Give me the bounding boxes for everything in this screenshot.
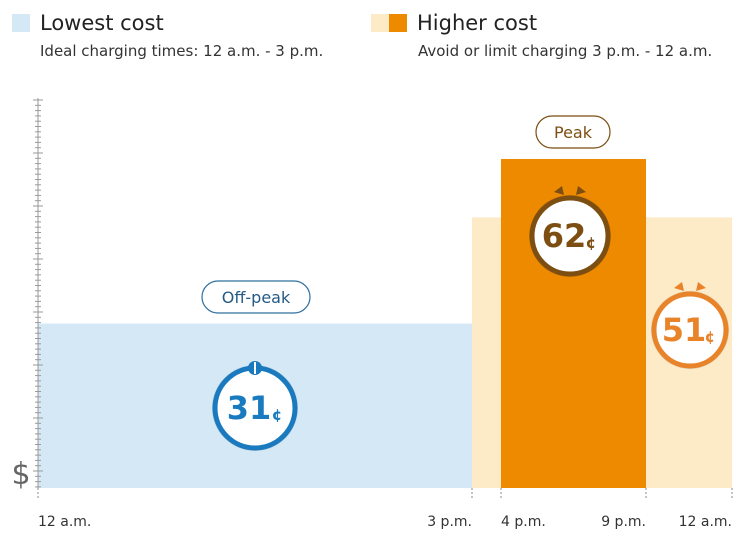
x-tick-label: 12 a.m.	[679, 514, 732, 530]
pill-off-peak-label: Off-peak	[222, 288, 291, 307]
pill-peak	[535, 115, 611, 149]
badge-night-unit: ¢	[705, 328, 715, 346]
higher-cost-title: Higher cost	[417, 11, 538, 35]
x-tick-label: 12 a.m.	[38, 514, 91, 530]
badge-peak	[529, 195, 611, 277]
badge-peak-arrow-right	[576, 186, 586, 195]
badge-off-peak-unit: ¢	[272, 406, 282, 424]
pill-off-peak	[201, 280, 311, 314]
legend-higher-cost: Higher cost Avoid or limit charging 3 p.…	[371, 10, 712, 60]
x-tick-label: 4 p.m.	[501, 514, 546, 530]
x-tick-label: 9 p.m.	[601, 514, 646, 530]
badge-night-value: 51	[662, 311, 707, 349]
higher-cost-swatch	[371, 14, 407, 32]
lowest-cost-subtitle: Ideal charging times: 12 a.m. - 3 p.m.	[40, 42, 324, 60]
badge-peak-unit: ¢	[586, 234, 596, 252]
bar-1	[472, 217, 501, 489]
higher-cost-swatch-light	[371, 14, 389, 32]
higher-cost-swatch-dark	[389, 14, 407, 32]
x-tick-label: 3 p.m.	[427, 514, 472, 530]
higher-cost-subtitle: Avoid or limit charging 3 p.m. - 12 a.m.	[418, 42, 713, 60]
badge-night-arrow-right	[696, 282, 706, 291]
lowest-cost-swatch	[12, 14, 30, 32]
badge-night-arrow-left	[674, 282, 684, 291]
pill-peak-label: Peak	[554, 123, 593, 142]
y-axis-label: $	[11, 457, 30, 492]
badge-night	[651, 291, 729, 369]
lowest-cost-title: Lowest cost	[40, 11, 164, 35]
badge-off-peak-value: 31	[227, 389, 272, 427]
legend-lowest-cost: Lowest cost Ideal charging times: 12 a.m…	[12, 10, 323, 60]
badge-peak-value: 62	[542, 217, 587, 255]
badge-peak-arrow-left	[554, 186, 564, 195]
